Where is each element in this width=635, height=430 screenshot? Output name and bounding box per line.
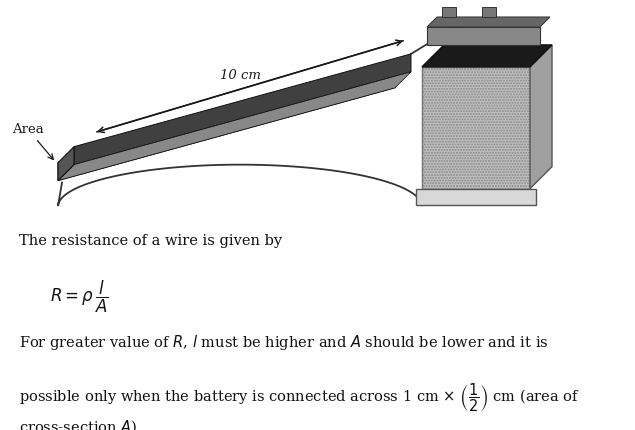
FancyBboxPatch shape: [416, 189, 536, 205]
Text: The resistance of a wire is given by: The resistance of a wire is given by: [19, 234, 282, 248]
Text: possible only when the battery is connected across 1 cm $\times$ $\left(\dfrac{1: possible only when the battery is connec…: [19, 381, 580, 414]
FancyBboxPatch shape: [427, 27, 540, 45]
FancyBboxPatch shape: [442, 7, 456, 17]
Polygon shape: [530, 45, 552, 189]
Text: For greater value of $R$, $l$ must be higher and $A$ should be lower and it is: For greater value of $R$, $l$ must be hi…: [19, 333, 549, 352]
Polygon shape: [58, 147, 74, 181]
FancyBboxPatch shape: [482, 7, 496, 17]
Text: $R = \rho\,\dfrac{l}{A}$: $R = \rho\,\dfrac{l}{A}$: [50, 279, 109, 315]
Polygon shape: [422, 45, 552, 67]
Text: cross-section $A$).: cross-section $A$).: [19, 418, 142, 430]
Polygon shape: [58, 70, 395, 181]
Text: 10 cm: 10 cm: [220, 69, 260, 82]
Text: Area: Area: [12, 123, 53, 160]
Polygon shape: [58, 72, 411, 181]
Polygon shape: [74, 54, 411, 165]
Polygon shape: [427, 17, 550, 27]
FancyBboxPatch shape: [422, 67, 530, 189]
